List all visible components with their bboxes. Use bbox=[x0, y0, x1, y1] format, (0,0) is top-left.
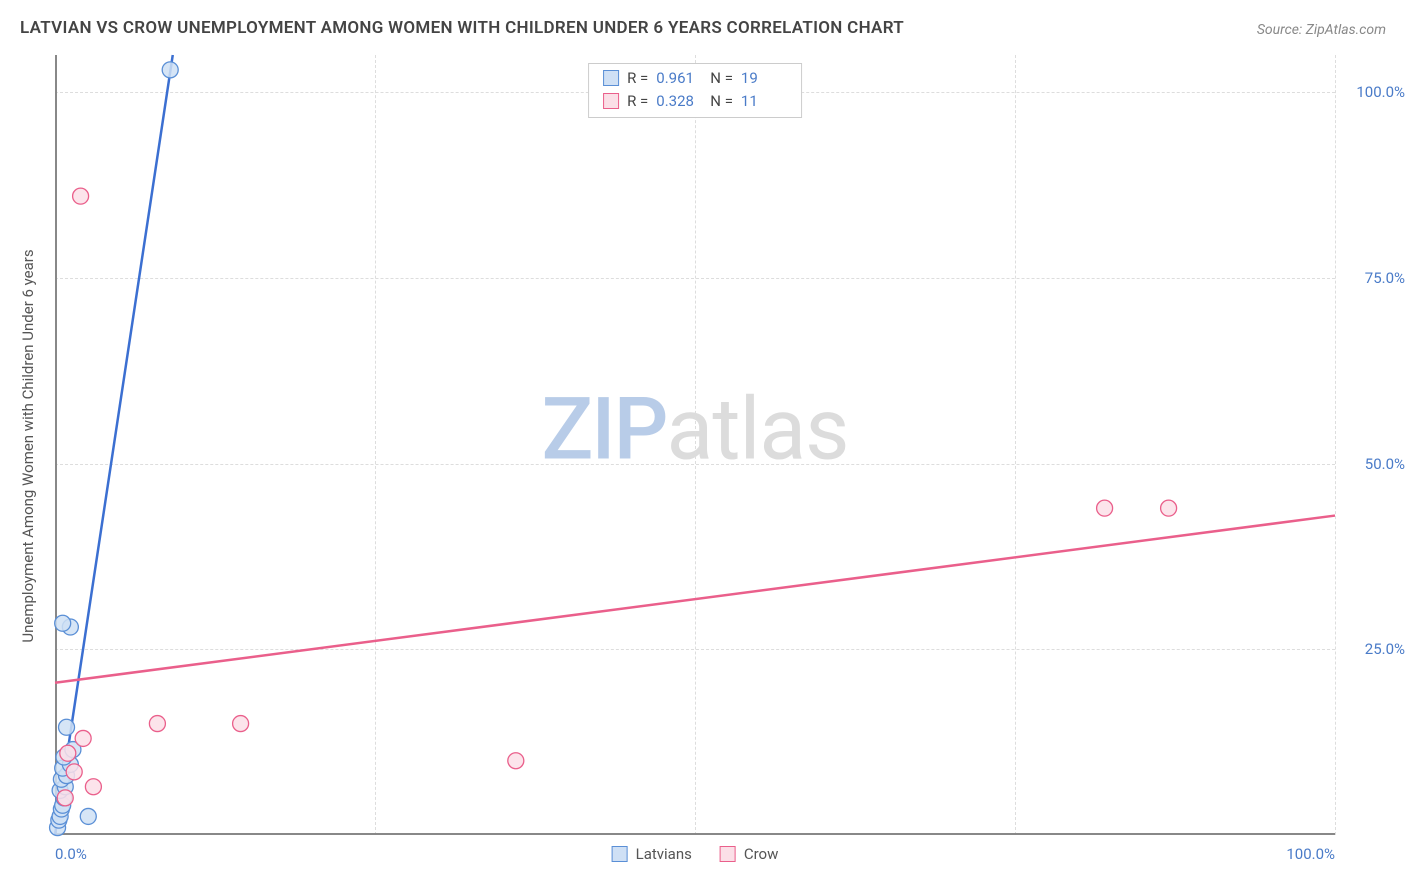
y-axis-label: Unemployment Among Women with Children U… bbox=[19, 249, 37, 642]
stat-r-label: R = bbox=[627, 90, 648, 113]
legend-label: Crow bbox=[744, 845, 779, 863]
swatch-latvians bbox=[612, 846, 628, 862]
x-tick-label: 0.0% bbox=[55, 845, 87, 863]
data-point-latvians bbox=[59, 719, 75, 735]
scatter-svg bbox=[55, 55, 1335, 835]
stats-row-latvians: R = 0.961 N = 19 bbox=[603, 67, 787, 90]
stat-n-label: N = bbox=[710, 90, 733, 113]
stat-r-value: 0.961 bbox=[656, 67, 702, 90]
stat-r-label: R = bbox=[627, 67, 648, 90]
bottom-legend: Latvians Crow bbox=[612, 845, 779, 863]
trend-line-crow bbox=[55, 516, 1335, 683]
data-point-crow bbox=[57, 790, 73, 806]
stat-r-value: 0.328 bbox=[656, 90, 702, 113]
y-tick-label: 50.0% bbox=[1365, 455, 1405, 473]
data-point-crow bbox=[149, 716, 165, 732]
swatch-crow bbox=[603, 93, 619, 109]
data-point-crow bbox=[1097, 500, 1113, 516]
legend-label: Latvians bbox=[636, 845, 692, 863]
swatch-crow bbox=[720, 846, 736, 862]
data-point-crow bbox=[75, 730, 91, 746]
chart-title: LATVIAN VS CROW UNEMPLOYMENT AMONG WOMEN… bbox=[20, 18, 904, 38]
data-point-crow bbox=[60, 745, 76, 761]
stat-n-label: N = bbox=[710, 67, 733, 90]
stats-row-crow: R = 0.328 N = 11 bbox=[603, 90, 787, 113]
plot-area: ZIPatlas 25.0%50.0%75.0%100.0% 0.0%100.0… bbox=[55, 55, 1335, 835]
correlation-chart: LATVIAN VS CROW UNEMPLOYMENT AMONG WOMEN… bbox=[0, 0, 1406, 892]
source-attribution: Source: ZipAtlas.com bbox=[1257, 22, 1386, 38]
data-point-crow bbox=[73, 188, 89, 204]
stats-legend: R = 0.961 N = 19 R = 0.328 N = 11 bbox=[588, 63, 802, 118]
legend-item-crow: Crow bbox=[720, 845, 779, 863]
data-point-latvians bbox=[162, 62, 178, 78]
y-tick-label: 75.0% bbox=[1365, 269, 1405, 287]
stat-n-value: 19 bbox=[741, 67, 787, 90]
data-point-crow bbox=[66, 764, 82, 780]
data-point-latvians bbox=[55, 615, 71, 631]
y-tick-label: 25.0% bbox=[1365, 640, 1405, 658]
data-point-latvians bbox=[80, 808, 96, 824]
data-point-crow bbox=[1161, 500, 1177, 516]
data-point-crow bbox=[85, 779, 101, 795]
x-tick-label: 100.0% bbox=[1286, 845, 1335, 863]
legend-item-latvians: Latvians bbox=[612, 845, 692, 863]
data-point-crow bbox=[233, 716, 249, 732]
swatch-latvians bbox=[603, 70, 619, 86]
data-point-crow bbox=[508, 753, 524, 769]
y-tick-label: 100.0% bbox=[1356, 83, 1405, 101]
stat-n-value: 11 bbox=[741, 90, 787, 113]
